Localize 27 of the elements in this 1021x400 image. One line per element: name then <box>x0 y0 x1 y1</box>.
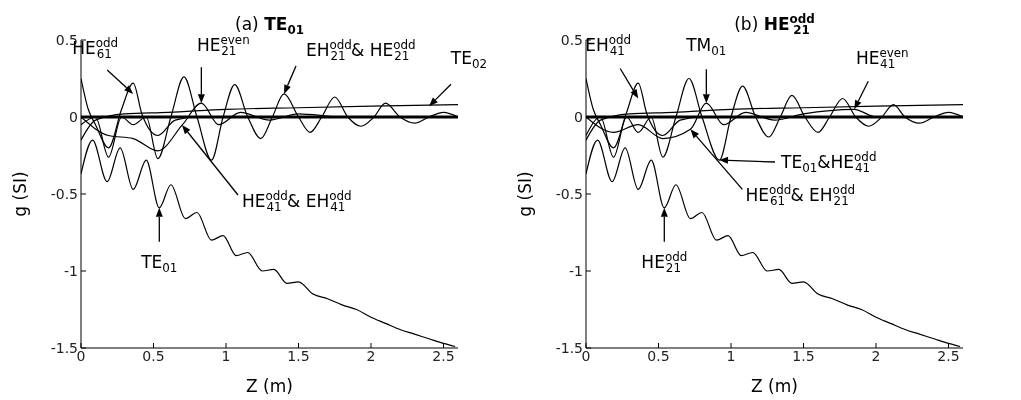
x-tick-label: 1 <box>726 347 736 364</box>
x-tick-label: 0.5 <box>647 347 670 364</box>
annotation: TE$_{01}$ <box>140 251 178 275</box>
chart-title: (a) TE$_{01}$ <box>235 14 304 37</box>
x-tick-label: 2.5 <box>937 347 960 364</box>
x-tick-label: 0.5 <box>142 347 165 364</box>
y-tick-label: -1.5 <box>555 339 583 356</box>
x-tick-label: 2 <box>366 347 376 364</box>
x-tick-label: 1.5 <box>792 347 815 364</box>
annotation: TE$_{02}$ <box>449 48 488 71</box>
x-tick-label: 1.5 <box>287 347 310 364</box>
x-tick-label: 2 <box>871 347 881 364</box>
annotation: TM$_{01}$ <box>685 35 727 58</box>
y-axis-title: g (SI) <box>10 171 31 217</box>
y-tick-label: -0.5 <box>555 185 583 202</box>
y-tick-label: -1.5 <box>50 339 78 356</box>
y-tick-label: 0 <box>69 108 78 125</box>
x-axis-title: Z (m) <box>751 376 798 396</box>
y-axis-title: g (SI) <box>515 171 536 217</box>
x-tick-label: 1 <box>221 347 231 364</box>
y-tick-label: -0.5 <box>50 185 78 202</box>
y-tick-label: -1 <box>569 262 583 279</box>
y-tick-label: -1 <box>64 262 78 279</box>
x-tick-label: 2.5 <box>432 347 455 364</box>
y-tick-label: 0.5 <box>560 31 583 48</box>
y-tick-label: 0 <box>574 108 583 125</box>
x-axis-title: Z (m) <box>246 376 293 396</box>
